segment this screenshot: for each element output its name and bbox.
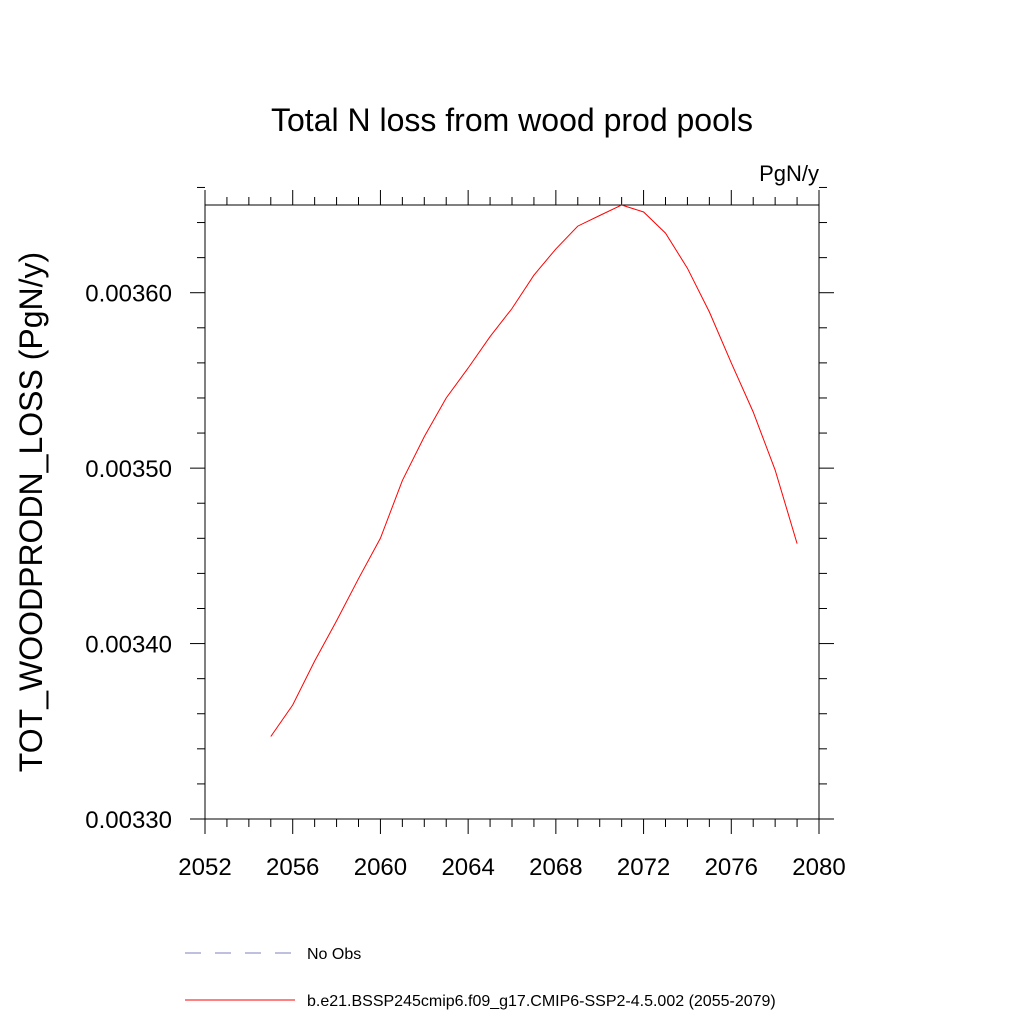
y-tick-label: 0.00360 <box>85 281 172 308</box>
axis-ticks <box>190 186 834 834</box>
x-tick-label: 2052 <box>178 854 231 881</box>
y-tick-label: 0.00330 <box>85 807 172 834</box>
x-tick-label: 2060 <box>354 854 407 881</box>
legend-label-no-obs: No Obs <box>307 946 361 963</box>
y-tick-label: 0.00350 <box>85 456 172 483</box>
x-tick-label: 2076 <box>705 854 758 881</box>
series-line <box>270 204 798 737</box>
y-axis-label: TOT_WOODPRODN_LOSS (PgN/y) <box>13 252 49 772</box>
chart-title: Total N loss from wood prod pools <box>271 102 753 138</box>
x-tick-label: 2064 <box>441 854 494 881</box>
units-label: PgN/y <box>759 161 819 186</box>
plot-frame <box>204 204 820 820</box>
legend-label-series: b.e21.BSSP245cmip6.f09_g17.CMIP6-SSP2-4.… <box>307 993 776 1010</box>
x-tick-label: 2080 <box>792 854 845 881</box>
x-tick-label: 2072 <box>617 854 670 881</box>
legend: No Obs b.e21.BSSP245cmip6.f09_g17.CMIP6-… <box>185 946 776 1010</box>
series-layer <box>270 204 798 737</box>
x-tick-label: 2068 <box>529 854 582 881</box>
x-tick-label: 2056 <box>266 854 319 881</box>
axis-tick-labels: 2052 2056 2060 2064 2068 2072 2076 2080 0.00330 0… <box>85 281 845 881</box>
y-tick-label: 0.00340 <box>85 632 172 659</box>
